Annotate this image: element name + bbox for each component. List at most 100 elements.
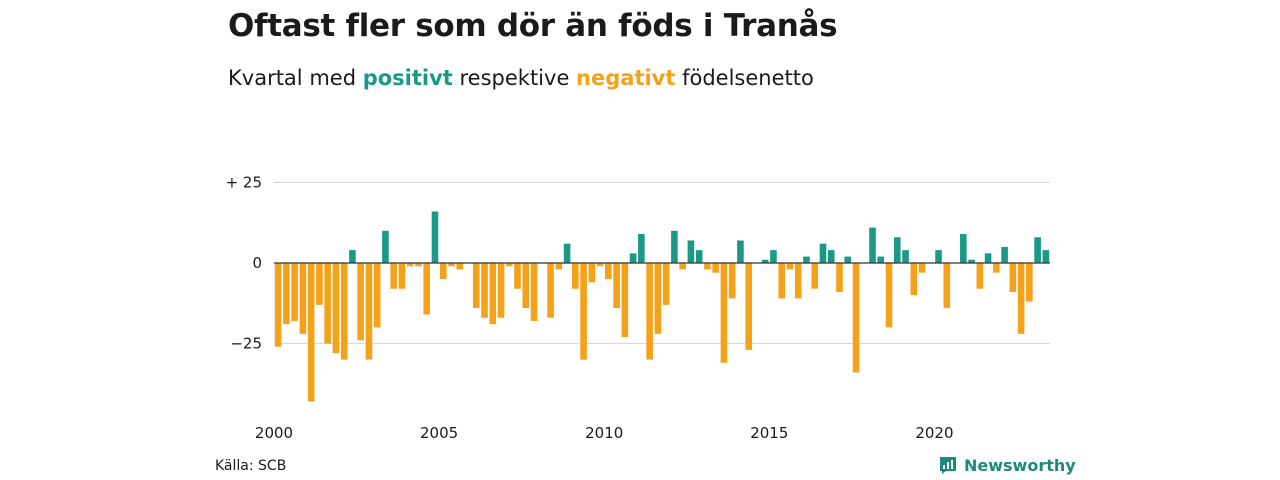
chart-title: Oftast fler som dör än föds i Tranås <box>228 8 838 44</box>
bar-positive <box>1034 237 1041 263</box>
bar-positive <box>761 259 769 263</box>
x-tick-label: 2015 <box>750 424 788 442</box>
bar-negative <box>910 263 918 296</box>
brand-logo: Newsworthy <box>938 455 1076 475</box>
bar-negative <box>654 263 662 334</box>
bar-negative <box>299 263 307 334</box>
bar-negative <box>836 263 843 292</box>
x-tick-label: 2020 <box>915 424 953 442</box>
bar-positive <box>827 250 835 263</box>
bar-negative <box>1009 263 1017 292</box>
gridlines <box>274 182 1050 344</box>
bar-negative <box>481 263 488 318</box>
bar-negative <box>918 263 926 273</box>
bar-positive <box>984 253 992 263</box>
bar-positive <box>844 256 852 263</box>
bar-negative <box>357 263 364 341</box>
bar-negative <box>572 263 579 289</box>
bar-positive <box>695 250 703 263</box>
y-tick-label: 0 <box>252 254 262 272</box>
bar-positive <box>968 259 975 263</box>
bar-positive <box>1042 250 1050 263</box>
bar-negative <box>324 263 331 344</box>
bar-positive <box>902 250 909 263</box>
bar-negative <box>522 263 530 309</box>
bar-negative <box>943 263 951 309</box>
bar-positive <box>431 211 439 263</box>
bar-positive <box>877 256 885 263</box>
bar-negative <box>332 263 340 354</box>
y-axis-labels: + 25 0 −25 <box>226 174 262 353</box>
bar-positive <box>563 243 571 263</box>
bar-negative <box>283 263 290 325</box>
newsworthy-logo-icon <box>940 457 956 474</box>
bars <box>274 211 1050 402</box>
bar-negative <box>456 263 464 270</box>
bar-negative <box>679 263 686 270</box>
bar-negative <box>555 263 563 270</box>
bar-positive <box>869 227 876 263</box>
bar-negative <box>662 263 670 305</box>
bar-negative <box>596 263 604 267</box>
bar-negative <box>439 263 447 280</box>
source-note: Källa: SCB <box>215 458 287 474</box>
bar-positive <box>737 240 744 263</box>
bar-negative <box>712 263 719 273</box>
x-tick-label: 2000 <box>255 424 293 442</box>
bar-negative <box>704 263 711 270</box>
bar-negative <box>373 263 381 328</box>
bar-negative <box>448 263 455 267</box>
x-tick-label: 2005 <box>420 424 458 442</box>
subtitle-positive-word: positivt <box>362 66 453 90</box>
subtitle-mid: respektive <box>452 66 577 90</box>
bar-negative <box>720 263 728 363</box>
bar-negative <box>605 263 612 280</box>
bar-negative <box>423 263 431 315</box>
bar-positive <box>349 250 356 263</box>
bar-positive <box>770 250 777 263</box>
bar-negative <box>291 263 298 321</box>
bar-negative <box>728 263 736 299</box>
bar-negative <box>406 263 414 267</box>
bar-negative <box>514 263 521 289</box>
bar-positive <box>803 256 810 263</box>
bar-negative <box>497 263 505 318</box>
bar-negative <box>976 263 984 289</box>
bar-negative <box>530 263 538 321</box>
bar-negative <box>621 263 629 338</box>
bar-negative <box>993 263 1000 273</box>
bar-negative <box>885 263 893 328</box>
bar-negative <box>307 263 315 402</box>
bar-negative <box>505 263 513 267</box>
bar-positive <box>671 230 678 263</box>
bar-negative <box>1017 263 1025 334</box>
bar-negative <box>415 263 422 267</box>
subtitle-negative-word: negativt <box>576 66 676 90</box>
bar-negative <box>472 263 480 309</box>
bar-negative <box>646 263 653 360</box>
bar-negative <box>778 263 786 299</box>
subtitle-suffix: födelsenetto <box>675 66 814 90</box>
bar-negative <box>745 263 752 350</box>
y-tick-label: + 25 <box>226 174 262 192</box>
bar-negative <box>580 263 587 360</box>
chart-subtitle: Kvartal med positivt respektive negativt… <box>228 66 814 90</box>
bar-negative <box>398 263 406 289</box>
bar-negative <box>588 263 596 283</box>
bar-positive <box>629 253 637 263</box>
bar-negative <box>340 263 348 360</box>
bar-negative <box>786 263 794 270</box>
bar-positive <box>960 234 967 263</box>
bar-negative <box>316 263 323 305</box>
bar-negative <box>811 263 819 289</box>
brand-name: Newsworthy <box>964 455 1076 475</box>
bar-positive <box>382 230 389 263</box>
bar-positive <box>819 243 827 263</box>
x-axis-labels: 2000 2005 2010 2015 2020 <box>255 424 954 442</box>
bar-negative <box>390 263 398 289</box>
bar-negative <box>547 263 554 318</box>
bar-positive <box>1001 246 1008 263</box>
bar-positive <box>687 240 695 263</box>
x-tick-label: 2010 <box>585 424 623 442</box>
